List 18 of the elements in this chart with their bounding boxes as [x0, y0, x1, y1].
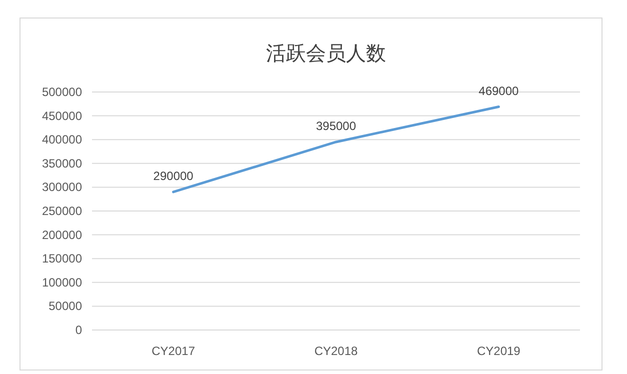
- y-tick-label: 150000: [42, 252, 82, 266]
- y-tick-label: 350000: [42, 156, 82, 170]
- data-label: 469000: [478, 84, 520, 98]
- data-label: 395000: [316, 118, 356, 133]
- y-tick-label: 500000: [42, 85, 82, 99]
- y-tick-label: 300000: [42, 180, 82, 194]
- data-label: 290000: [153, 168, 194, 183]
- x-tick-label: CY2019: [476, 344, 521, 358]
- chart-title: 活跃会员人数: [266, 43, 386, 65]
- y-tick-label: 250000: [42, 204, 82, 218]
- y-tick-label: 450000: [42, 108, 82, 123]
- x-tick-label: CY2017: [152, 344, 196, 358]
- y-tick-label: 200000: [42, 228, 82, 242]
- y-tick-label: 400000: [42, 132, 82, 147]
- x-tick-label: CY2018: [314, 344, 358, 358]
- y-tick-label: 100000: [42, 275, 82, 290]
- y-tick-label: 50000: [48, 299, 82, 314]
- y-tick-label: 0: [75, 323, 82, 337]
